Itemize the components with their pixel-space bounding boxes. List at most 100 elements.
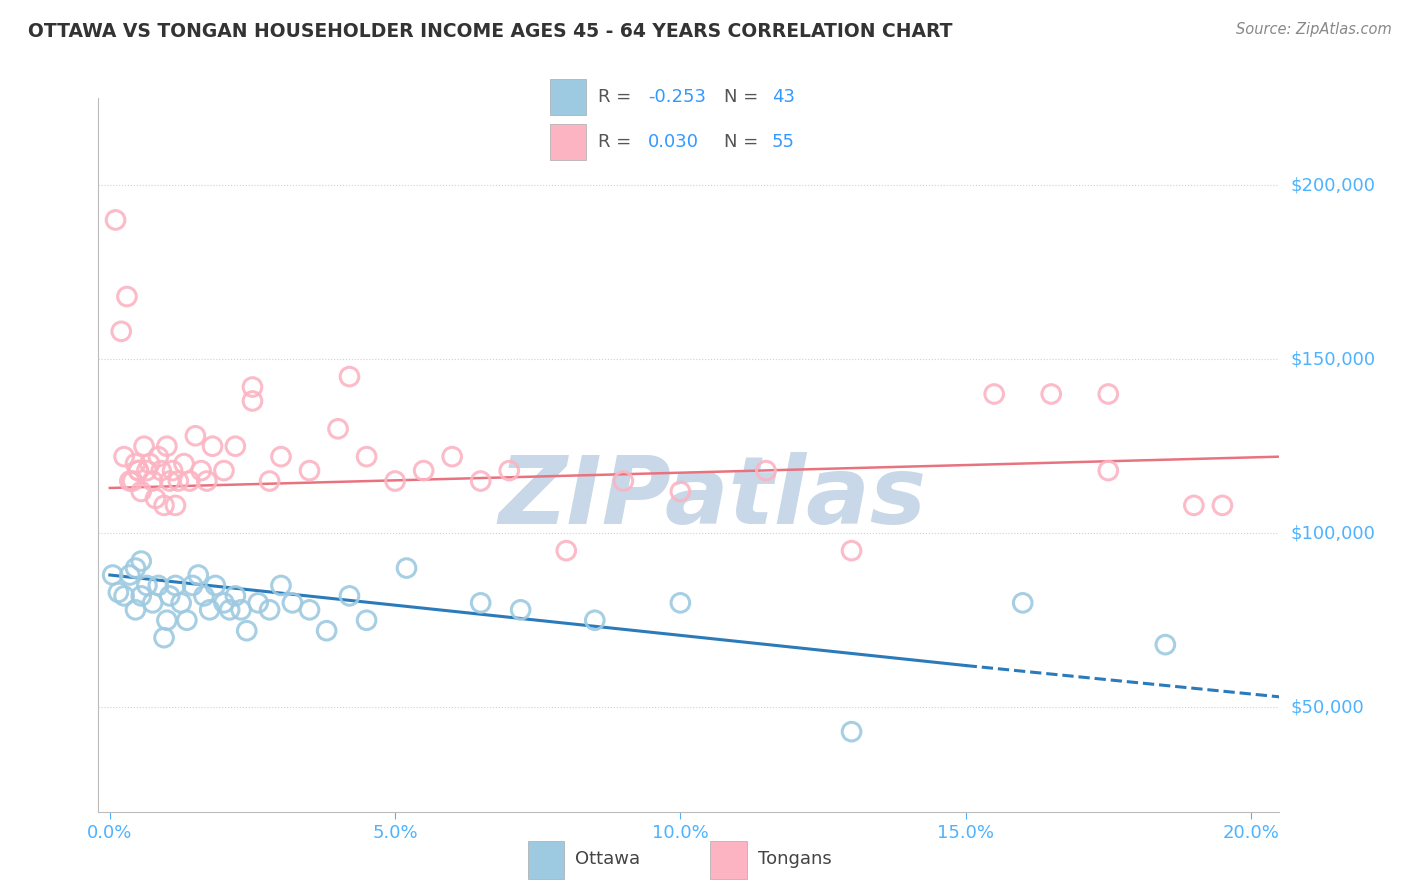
- Point: [281, 596, 304, 610]
- Point: [193, 589, 215, 603]
- Point: [156, 613, 179, 627]
- Point: [259, 474, 281, 488]
- Text: Ottawa: Ottawa: [575, 849, 640, 868]
- Point: [555, 543, 578, 558]
- Text: Tongans: Tongans: [758, 849, 831, 868]
- Point: [395, 561, 418, 575]
- Point: [129, 554, 152, 568]
- Point: [112, 450, 135, 464]
- Point: [110, 324, 132, 338]
- Point: [1211, 499, 1233, 513]
- Point: [204, 578, 226, 592]
- Point: [121, 474, 143, 488]
- Point: [315, 624, 337, 638]
- Point: [1097, 464, 1119, 478]
- Point: [1011, 596, 1033, 610]
- Point: [124, 561, 146, 575]
- Point: [212, 596, 235, 610]
- Point: [509, 603, 531, 617]
- Point: [247, 596, 270, 610]
- Point: [135, 464, 157, 478]
- Bar: [527, 841, 564, 879]
- Point: [441, 450, 464, 464]
- Text: $200,000: $200,000: [1291, 176, 1375, 194]
- Text: N =: N =: [724, 88, 763, 106]
- Point: [583, 613, 606, 627]
- Point: [165, 578, 187, 592]
- Text: $150,000: $150,000: [1291, 351, 1375, 368]
- Text: N =: N =: [724, 133, 763, 151]
- Point: [356, 613, 378, 627]
- Point: [195, 474, 218, 488]
- Point: [101, 568, 124, 582]
- Point: [384, 474, 406, 488]
- Point: [229, 603, 252, 617]
- Point: [1154, 638, 1177, 652]
- Point: [127, 464, 149, 478]
- Point: [165, 499, 187, 513]
- Point: [612, 474, 634, 488]
- Point: [470, 474, 492, 488]
- Text: Source: ZipAtlas.com: Source: ZipAtlas.com: [1236, 22, 1392, 37]
- Point: [339, 589, 361, 603]
- Point: [156, 439, 179, 453]
- Text: ZIPatlas: ZIPatlas: [499, 451, 927, 544]
- Point: [135, 578, 157, 592]
- Point: [212, 464, 235, 478]
- Point: [148, 450, 170, 464]
- Point: [127, 464, 149, 478]
- Point: [176, 613, 198, 627]
- Point: [242, 394, 264, 409]
- Point: [129, 484, 152, 499]
- Point: [167, 474, 190, 488]
- Point: [142, 596, 165, 610]
- Point: [669, 484, 692, 499]
- Point: [115, 289, 138, 303]
- Point: [224, 589, 246, 603]
- Point: [841, 543, 863, 558]
- Point: [139, 457, 162, 471]
- Point: [755, 464, 778, 478]
- Point: [198, 603, 221, 617]
- Text: $100,000: $100,000: [1291, 524, 1375, 542]
- Text: 55: 55: [772, 133, 794, 151]
- Point: [181, 578, 204, 592]
- Point: [412, 464, 434, 478]
- Text: -0.253: -0.253: [648, 88, 706, 106]
- Bar: [710, 841, 747, 879]
- Point: [339, 369, 361, 384]
- Text: $50,000: $50,000: [1291, 698, 1364, 716]
- Point: [498, 464, 520, 478]
- Point: [153, 631, 176, 645]
- Point: [187, 568, 209, 582]
- Point: [1182, 499, 1205, 513]
- Point: [124, 603, 146, 617]
- Point: [1097, 387, 1119, 401]
- Text: OTTAWA VS TONGAN HOUSEHOLDER INCOME AGES 45 - 64 YEARS CORRELATION CHART: OTTAWA VS TONGAN HOUSEHOLDER INCOME AGES…: [28, 22, 953, 41]
- Point: [145, 491, 167, 506]
- Point: [190, 464, 212, 478]
- Point: [356, 450, 378, 464]
- Point: [173, 457, 195, 471]
- Point: [470, 596, 492, 610]
- Bar: [550, 124, 586, 160]
- Point: [142, 474, 165, 488]
- Point: [148, 578, 170, 592]
- Point: [201, 439, 224, 453]
- Point: [326, 422, 349, 436]
- Point: [162, 464, 184, 478]
- Point: [118, 568, 141, 582]
- Point: [236, 624, 259, 638]
- Point: [224, 439, 246, 453]
- Point: [112, 589, 135, 603]
- Point: [153, 499, 176, 513]
- Text: 0.030: 0.030: [648, 133, 699, 151]
- Point: [270, 578, 292, 592]
- Text: 43: 43: [772, 88, 794, 106]
- Point: [159, 474, 181, 488]
- Point: [259, 603, 281, 617]
- Text: R =: R =: [598, 133, 637, 151]
- Point: [124, 457, 146, 471]
- Point: [107, 585, 129, 599]
- Point: [1040, 387, 1063, 401]
